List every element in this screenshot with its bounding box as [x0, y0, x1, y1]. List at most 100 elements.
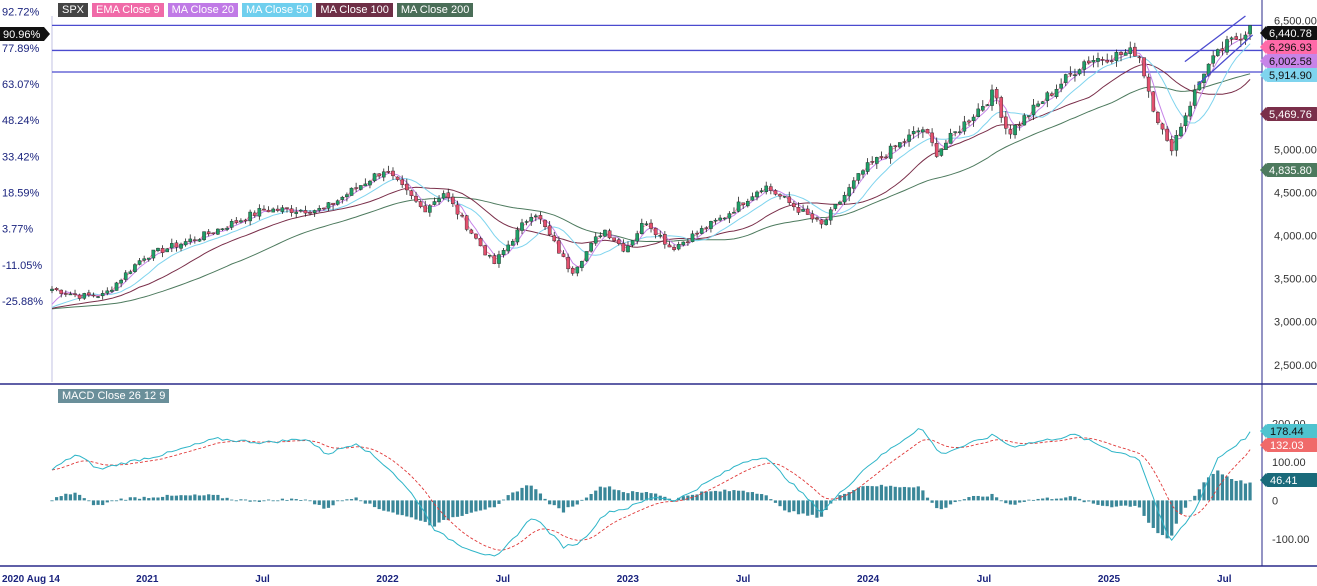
candle [146, 257, 151, 260]
histogram-bar [925, 497, 930, 501]
histogram-bar [400, 500, 404, 516]
pct-badge [0, 27, 44, 41]
histogram-bar [566, 500, 570, 508]
candle [930, 132, 934, 143]
histogram-bar [511, 492, 515, 501]
candle [838, 201, 842, 205]
histogram-bar [603, 487, 607, 501]
candle [787, 196, 792, 203]
candle [211, 232, 216, 235]
candle [851, 180, 856, 189]
macd-tick-label: 0 [1272, 495, 1278, 507]
candle [676, 244, 681, 250]
pct-tick-label: 3.77% [2, 224, 33, 236]
x-tick-label: 2024 [857, 574, 880, 585]
candle [1050, 93, 1054, 96]
candle [170, 243, 174, 249]
candle [953, 131, 957, 133]
histogram-bar [266, 499, 271, 501]
candle [1229, 37, 1234, 40]
candle [1188, 105, 1192, 117]
histogram-bar [483, 500, 487, 510]
candle [1248, 25, 1252, 35]
histogram-bar [437, 500, 441, 523]
price-badge [1266, 107, 1317, 121]
candle [1123, 52, 1128, 56]
candle [1215, 49, 1220, 56]
channel-lower [1196, 34, 1254, 86]
histogram-bar [133, 497, 137, 501]
histogram-bar [101, 500, 105, 506]
candle [741, 202, 745, 206]
candle [1119, 51, 1123, 55]
histogram-bar [442, 500, 446, 520]
candle [649, 222, 653, 229]
histogram-bar [68, 494, 73, 501]
histogram-bar [359, 500, 363, 502]
candle [589, 242, 593, 252]
histogram-bar [239, 499, 243, 501]
candle [1174, 135, 1179, 151]
histogram-bar [681, 496, 685, 501]
histogram-bar [889, 485, 893, 501]
candle [1105, 59, 1110, 63]
candle [68, 293, 73, 296]
candle [400, 179, 404, 185]
candle [911, 131, 916, 135]
candle [460, 214, 464, 217]
legend-item-ma20: MA Close 20 [167, 3, 238, 17]
candle [971, 116, 976, 121]
candle [1031, 104, 1036, 115]
candle [345, 194, 349, 198]
candle [547, 225, 552, 235]
macd-badge-label: 132.03 [1270, 440, 1304, 452]
candle [1077, 69, 1082, 75]
candle [815, 217, 819, 220]
candle [455, 204, 460, 215]
histogram-bar [276, 500, 280, 502]
x-tick-label: Jul [736, 574, 751, 585]
candle [819, 219, 824, 225]
candle [704, 227, 709, 229]
price-badge-pointer [1260, 68, 1266, 82]
price-badge-label: 6,296.93 [1269, 42, 1312, 54]
histogram-bar [1110, 500, 1114, 508]
candle [699, 228, 704, 234]
candle [681, 241, 686, 246]
histogram-bar [211, 494, 215, 501]
histogram-bar [621, 492, 625, 501]
candle [119, 279, 123, 284]
candle [524, 221, 529, 223]
macd-badge-label: 46.41 [1270, 475, 1298, 487]
histogram-bar [1225, 476, 1229, 501]
histogram-bar [755, 493, 759, 501]
candle [308, 212, 312, 214]
histogram-bar [847, 492, 851, 501]
candle [557, 240, 561, 254]
histogram-bar [428, 500, 432, 526]
candle [220, 228, 225, 230]
histogram-bar [1220, 474, 1225, 501]
candle [234, 220, 239, 223]
histogram-bar [432, 500, 437, 527]
macd-histogram [50, 470, 1252, 539]
price-badge-label: 5,914.90 [1269, 70, 1312, 82]
histogram-bar [713, 490, 718, 501]
candle [616, 239, 621, 244]
candle [289, 208, 294, 213]
candle [1165, 128, 1169, 141]
histogram-bar [501, 499, 506, 501]
candle [1156, 112, 1160, 123]
candle [1169, 139, 1174, 152]
candle [266, 209, 271, 213]
candle [921, 129, 925, 133]
histogram-bar [981, 496, 985, 501]
x-tick-label: Jul [977, 574, 992, 585]
candle [773, 190, 778, 195]
histogram-bar [128, 497, 132, 501]
candle [575, 266, 580, 274]
candle [87, 292, 91, 296]
histogram-bar [303, 499, 308, 501]
candle [1017, 124, 1022, 127]
x-tick-label: 2021 [136, 574, 159, 585]
